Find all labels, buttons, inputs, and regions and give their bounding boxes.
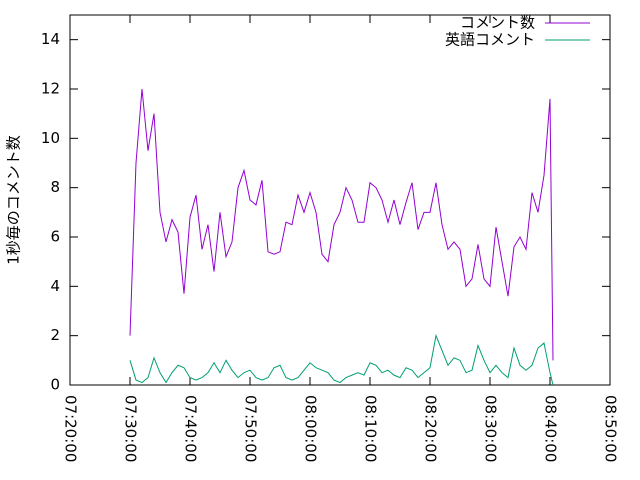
y-axis-label: 1秒毎のコメント数 <box>5 135 23 265</box>
x-tick-label: 07:30:00 <box>122 395 140 462</box>
x-tick-label: 07:50:00 <box>242 395 260 462</box>
y-tick-label: 14 <box>41 30 60 48</box>
y-tick-label: 2 <box>50 326 60 344</box>
x-tick-label: 07:20:00 <box>62 395 80 462</box>
legend-label: コメント数 <box>460 14 535 32</box>
x-tick-label: 08:30:00 <box>482 395 500 462</box>
legend-label: 英語コメント <box>445 31 535 49</box>
x-tick-label: 08:20:00 <box>422 395 440 462</box>
series-line <box>129 88 554 361</box>
y-tick-label: 12 <box>41 80 60 98</box>
y-tick-label: 6 <box>50 228 60 246</box>
x-tick-label: 07:40:00 <box>182 395 200 462</box>
x-tick-label: 08:10:00 <box>362 395 380 462</box>
y-tick-label: 8 <box>50 178 60 196</box>
y-tick-label: 0 <box>50 376 60 394</box>
x-tick-label: 08:50:00 <box>602 395 620 462</box>
y-tick-label: 4 <box>50 277 60 295</box>
y-tick-label: 10 <box>41 129 60 147</box>
series-line <box>129 333 554 386</box>
plot-border <box>69 14 611 386</box>
x-tick-label: 08:00:00 <box>302 395 320 462</box>
x-tick-label: 08:40:00 <box>542 395 560 462</box>
